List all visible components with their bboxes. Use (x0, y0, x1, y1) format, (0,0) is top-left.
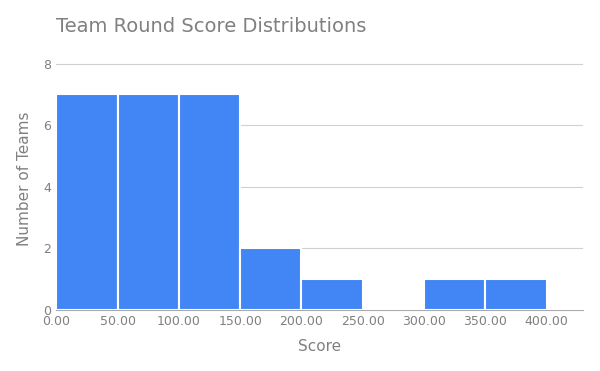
Bar (118, 95, 179, 310)
Text: Team Round Score Distributions: Team Round Score Distributions (56, 17, 367, 36)
Bar (56, 95, 118, 310)
X-axis label: Score: Score (298, 339, 341, 354)
Bar (485, 279, 547, 310)
Bar (424, 279, 485, 310)
Bar (240, 248, 301, 310)
Y-axis label: Number of Teams: Number of Teams (17, 112, 32, 246)
Bar (179, 95, 240, 310)
Bar (301, 279, 363, 310)
